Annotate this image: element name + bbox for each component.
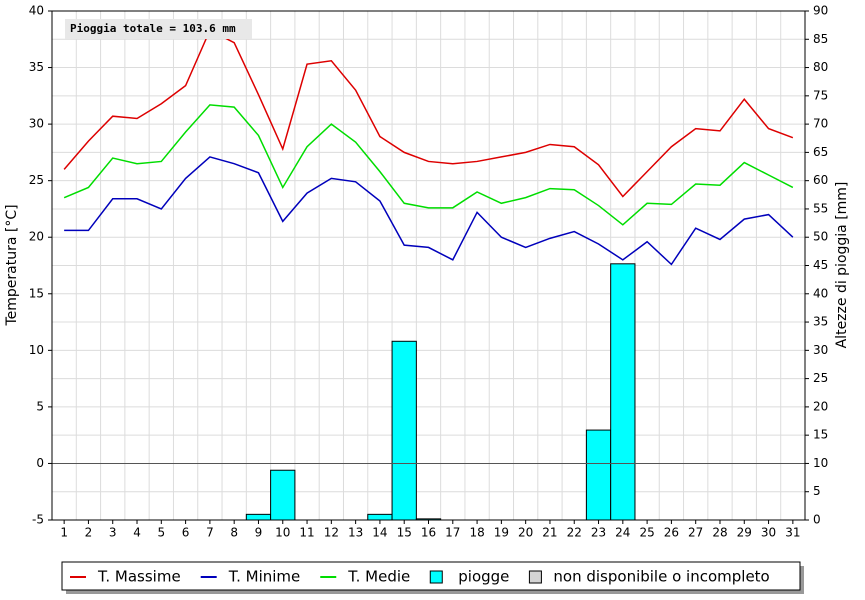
legend-item: piogge <box>429 568 509 586</box>
y-tick-label: 35 <box>29 60 44 74</box>
x-tick-label: 14 <box>372 526 387 540</box>
bar <box>367 513 393 521</box>
y2-tick-label: 15 <box>813 428 828 442</box>
legend-label: piogge <box>458 568 509 586</box>
y2-tick-label: 50 <box>813 230 828 244</box>
x-tick-label: 2 <box>85 526 93 540</box>
x-tick-label: 29 <box>737 526 752 540</box>
x-tick-label: 27 <box>688 526 703 540</box>
line <box>63 29 794 198</box>
legend-swatch <box>429 570 443 584</box>
y2-tick-label: 85 <box>813 32 828 46</box>
y-tick-label: 5 <box>36 399 44 413</box>
x-tick-label: 9 <box>255 526 263 540</box>
y-tick-label: -5 <box>32 513 44 527</box>
y2-tick-label: 5 <box>813 484 821 498</box>
y-tick-label: 15 <box>29 286 44 300</box>
legend-item: T. Medie <box>320 568 410 586</box>
bar <box>610 263 636 521</box>
y2-tick-label: 90 <box>813 4 828 18</box>
x-tick-label: 28 <box>712 526 727 540</box>
x-tick-label: 16 <box>421 526 436 540</box>
x-tick-label: 1 <box>60 526 68 540</box>
bar <box>245 513 272 521</box>
x-tick-label: 21 <box>542 526 557 540</box>
y2-axis-label: Altezze di pioggia [mm] <box>834 182 850 349</box>
x-tick-label: 23 <box>591 526 606 540</box>
x-tick-label: 5 <box>157 526 165 540</box>
y2-tick-label: 70 <box>813 117 828 131</box>
x-tick-label: 15 <box>397 526 412 540</box>
x-tick-label: 22 <box>567 526 582 540</box>
y-tick-label: 0 <box>36 456 44 470</box>
x-tick-label: 24 <box>615 526 630 540</box>
y-tick-label: 30 <box>29 117 44 131</box>
y2-tick-label: 75 <box>813 88 828 102</box>
line <box>64 156 794 266</box>
y-tick-label: 25 <box>29 173 44 187</box>
y2-tick-label: 45 <box>813 258 828 272</box>
legend-label: T. Medie <box>347 568 410 586</box>
x-tick-label: 18 <box>469 526 484 540</box>
y2-tick-label: 25 <box>813 371 828 385</box>
y2-tick-label: 0 <box>813 513 821 527</box>
y2-tick-label: 80 <box>813 60 828 74</box>
x-tick-label: 12 <box>324 526 339 540</box>
y-tick-label: 20 <box>29 230 44 244</box>
plot-frame <box>51 10 806 521</box>
legend-item: non disponibile o incompleto <box>528 568 770 586</box>
bar <box>391 340 417 521</box>
y2-tick-label: 60 <box>813 173 828 187</box>
x-tick-label: 3 <box>109 526 117 540</box>
legend-item: T. Minime <box>200 568 301 586</box>
legend-swatch <box>528 570 542 584</box>
y2-tick-label: 30 <box>813 343 828 357</box>
x-tick-label: 31 <box>785 526 800 540</box>
x-tick-label: 4 <box>133 526 141 540</box>
x-tick-label: 8 <box>230 526 238 540</box>
bar <box>585 429 612 521</box>
legend-item: T. Massime <box>70 568 181 586</box>
y-tick-label: 40 <box>29 4 44 18</box>
x-tick-label: 19 <box>494 526 509 540</box>
x-tick-label: 30 <box>761 526 776 540</box>
x-tick-label: 26 <box>664 526 679 540</box>
annotation: Pioggia totale = 103.6 mm <box>70 22 236 35</box>
line <box>63 104 794 226</box>
y2-tick-label: 10 <box>813 456 828 470</box>
x-tick-label: 13 <box>348 526 363 540</box>
annotation-box <box>65 19 252 39</box>
legend-label: T. Massime <box>97 568 181 586</box>
x-tick-label: 6 <box>182 526 190 540</box>
x-tick-label: 11 <box>299 526 314 540</box>
x-tick-label: 7 <box>206 526 214 540</box>
y-axis-label: Temperatura [°C] <box>4 204 20 326</box>
bar <box>270 469 296 521</box>
y2-tick-label: 35 <box>813 315 828 329</box>
y-tick-label: 10 <box>29 343 44 357</box>
legend-label: non disponibile o incompleto <box>553 568 769 586</box>
x-tick-label: 25 <box>639 526 654 540</box>
legend-label: T. Minime <box>228 568 301 586</box>
y2-tick-label: 55 <box>813 201 828 215</box>
y2-tick-label: 40 <box>813 286 828 300</box>
y2-tick-label: 65 <box>813 145 828 159</box>
x-tick-label: 17 <box>445 526 460 540</box>
x-tick-label: 10 <box>275 526 290 540</box>
y2-tick-label: 20 <box>813 399 828 413</box>
x-tick-label: 20 <box>518 526 533 540</box>
